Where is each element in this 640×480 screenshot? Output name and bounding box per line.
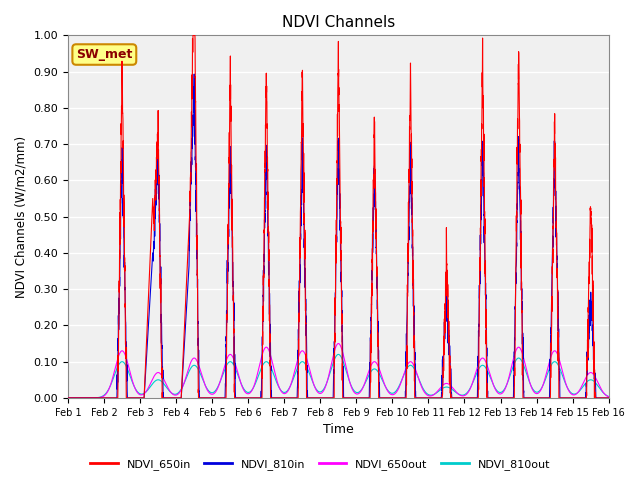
NDVI_650in: [605, 395, 612, 401]
NDVI_810in: [271, 395, 279, 401]
NDVI_650out: [335, 341, 342, 347]
NDVI_650out: [64, 395, 72, 401]
Line: NDVI_650out: NDVI_650out: [68, 344, 609, 398]
NDVI_650in: [271, 395, 279, 401]
NDVI_810out: [605, 394, 612, 399]
NDVI_650in: [552, 225, 560, 231]
Line: NDVI_810in: NDVI_810in: [68, 74, 609, 398]
NDVI_810in: [403, 331, 410, 336]
NDVI_650out: [129, 379, 136, 384]
NDVI_650out: [605, 394, 612, 400]
NDVI_650in: [403, 370, 410, 376]
NDVI_650out: [552, 349, 560, 355]
Legend: NDVI_650in, NDVI_810in, NDVI_650out, NDVI_810out: NDVI_650in, NDVI_810in, NDVI_650out, NDV…: [85, 455, 555, 474]
NDVI_810in: [605, 395, 612, 401]
NDVI_650out: [271, 371, 279, 376]
NDVI_650in: [64, 395, 72, 401]
NDVI_650in: [555, 357, 563, 363]
NDVI_810in: [576, 395, 584, 401]
NDVI_810out: [64, 395, 72, 401]
Text: SW_met: SW_met: [76, 48, 132, 61]
NDVI_810in: [555, 342, 563, 348]
X-axis label: Time: Time: [323, 423, 354, 436]
NDVI_810in: [64, 395, 72, 401]
Line: NDVI_650in: NDVI_650in: [68, 36, 609, 398]
Y-axis label: NDVI Channels (W/m2/mm): NDVI Channels (W/m2/mm): [15, 135, 28, 298]
NDVI_810out: [129, 380, 136, 386]
NDVI_810out: [555, 363, 563, 369]
NDVI_810out: [335, 351, 342, 357]
NDVI_810out: [271, 375, 279, 381]
NDVI_650in: [576, 395, 584, 401]
NDVI_650out: [403, 364, 410, 370]
Line: NDVI_810out: NDVI_810out: [68, 354, 609, 398]
NDVI_650in: [189, 33, 197, 38]
NDVI_810in: [552, 230, 560, 236]
NDVI_650in: [129, 395, 136, 401]
NDVI_650out: [555, 355, 563, 360]
Title: NDVI Channels: NDVI Channels: [282, 15, 395, 30]
NDVI_810out: [403, 366, 410, 372]
NDVI_810in: [129, 395, 136, 401]
NDVI_810out: [552, 360, 560, 365]
NDVI_810in: [190, 71, 198, 77]
NDVI_650out: [576, 386, 584, 392]
NDVI_810out: [576, 387, 584, 393]
